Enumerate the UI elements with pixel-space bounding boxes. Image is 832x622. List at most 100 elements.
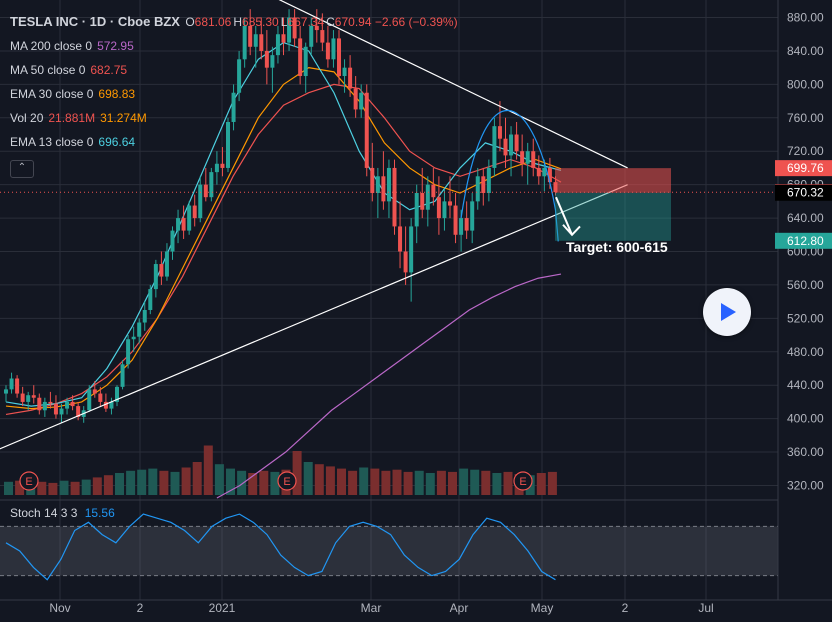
candle-body [281,34,286,43]
volume-bar [70,481,80,495]
stoch-label[interactable]: Stoch 14 3 3 [10,506,78,520]
time-tick-label: Mar [361,601,382,615]
chevron-up-icon[interactable]: ⌃ [10,160,34,178]
candle-body [176,218,181,231]
candle-body [248,25,253,47]
price-axis: 880.00840.00800.00760.00720.00680.00640.… [777,0,832,622]
volume-bar [436,470,446,495]
ohlc-h: H685.30 [233,15,279,29]
volume-bar [226,468,235,495]
volume-bar [15,480,25,495]
indicator-row[interactable]: Vol 20 21.881M 31.274M [10,106,458,130]
candle-body [192,205,197,219]
volume-bar [237,470,247,495]
volume-bar [248,473,258,495]
candle-body [542,167,547,177]
volume-bar [303,462,313,495]
candle-body [103,401,108,409]
candle-body [475,176,480,202]
time-axis: Nov 2 2021 Mar Apr May 2 Jul [0,599,832,615]
volume-bar [92,477,102,495]
price-tick-label: 560.00 [787,278,824,292]
price-tag-bg [775,232,832,249]
time-tick-label: Jul [698,601,713,615]
candle-body [181,218,186,231]
candle-body [409,226,414,273]
time-tick-label: 2 [622,601,629,615]
play-button[interactable] [703,288,751,336]
earnings-icon [513,471,533,491]
candle-body [464,218,469,231]
candle-body [520,151,525,164]
price-tick-label: 720.00 [787,144,824,158]
candle-body [359,92,364,110]
candle-body [159,264,164,277]
candle-body [126,339,131,365]
target-label: Target: 600-615 [566,239,668,255]
volume-bar [481,470,491,495]
candle-body [87,389,92,411]
indicator-row[interactable]: MA 50 close 0 682.75 [10,58,458,82]
volume-bar [403,471,413,495]
price-tick-label: 800.00 [787,77,824,91]
volume-bar [425,473,435,495]
indicator-value: 31.274M [100,111,147,125]
volume-bar [270,471,280,495]
price-tick-label: 360.00 [787,445,824,459]
volume-bar [181,467,191,495]
price-tick-label: 320.00 [787,478,824,492]
volume-bar [259,470,269,495]
candle-body [65,401,70,409]
earnings-icon [19,471,39,491]
stoch-band-fill [0,526,778,576]
candle-body [459,218,464,235]
volume-bar [314,464,324,495]
volume-bar [148,468,158,495]
indicator-label: EMA 13 close 0 [10,135,94,149]
volume-bar [103,475,113,495]
indicator-value: 696.64 [98,135,136,149]
candle-body [275,34,280,56]
trendline [278,0,628,169]
candle-body [287,17,292,43]
candle-body [503,138,508,156]
candle-body [514,134,519,152]
volume-bar [359,467,369,495]
candle-body [448,201,452,206]
candle-body [425,184,430,210]
price-axis-bg [778,0,832,622]
candle-body [420,193,425,210]
candle-body [253,34,258,47]
volume-bar [170,471,180,495]
candle-body [442,201,447,219]
candle-body [15,378,20,394]
indicator-row[interactable]: MA 200 close 0 572.95 [10,34,458,58]
symbol-title[interactable]: TESLA INC · 1D · Cboe BZX [10,14,180,29]
volume-bar [4,481,13,495]
price-tick-label: 440.00 [787,378,824,392]
candle-body [353,88,358,110]
candle-body [264,50,269,68]
volume-bar [214,464,224,495]
candle-body [203,184,208,198]
indicator-label: EMA 30 close 0 [10,87,94,101]
indicator-row[interactable]: EMA 13 close 0 696.64 [10,130,458,154]
candle-body [142,309,147,323]
price-tag-text: 670.32 [787,186,824,200]
volume-bar [492,473,502,495]
price-tick-label: 880.00 [787,11,824,25]
candle-body [31,395,36,398]
price-change: −2.66 (−0.39%) [374,15,458,29]
trendlines [0,0,628,450]
ohlc-l: L667.34 [280,15,325,29]
candle-body [26,395,31,402]
candle-body [403,251,408,273]
candle-body [531,151,536,168]
volume-bar [348,470,358,495]
candle-body [414,193,419,227]
candle-body [370,167,375,194]
volume-bar [459,468,469,495]
indicator-row[interactable]: EMA 30 close 0 698.83 [10,82,458,106]
